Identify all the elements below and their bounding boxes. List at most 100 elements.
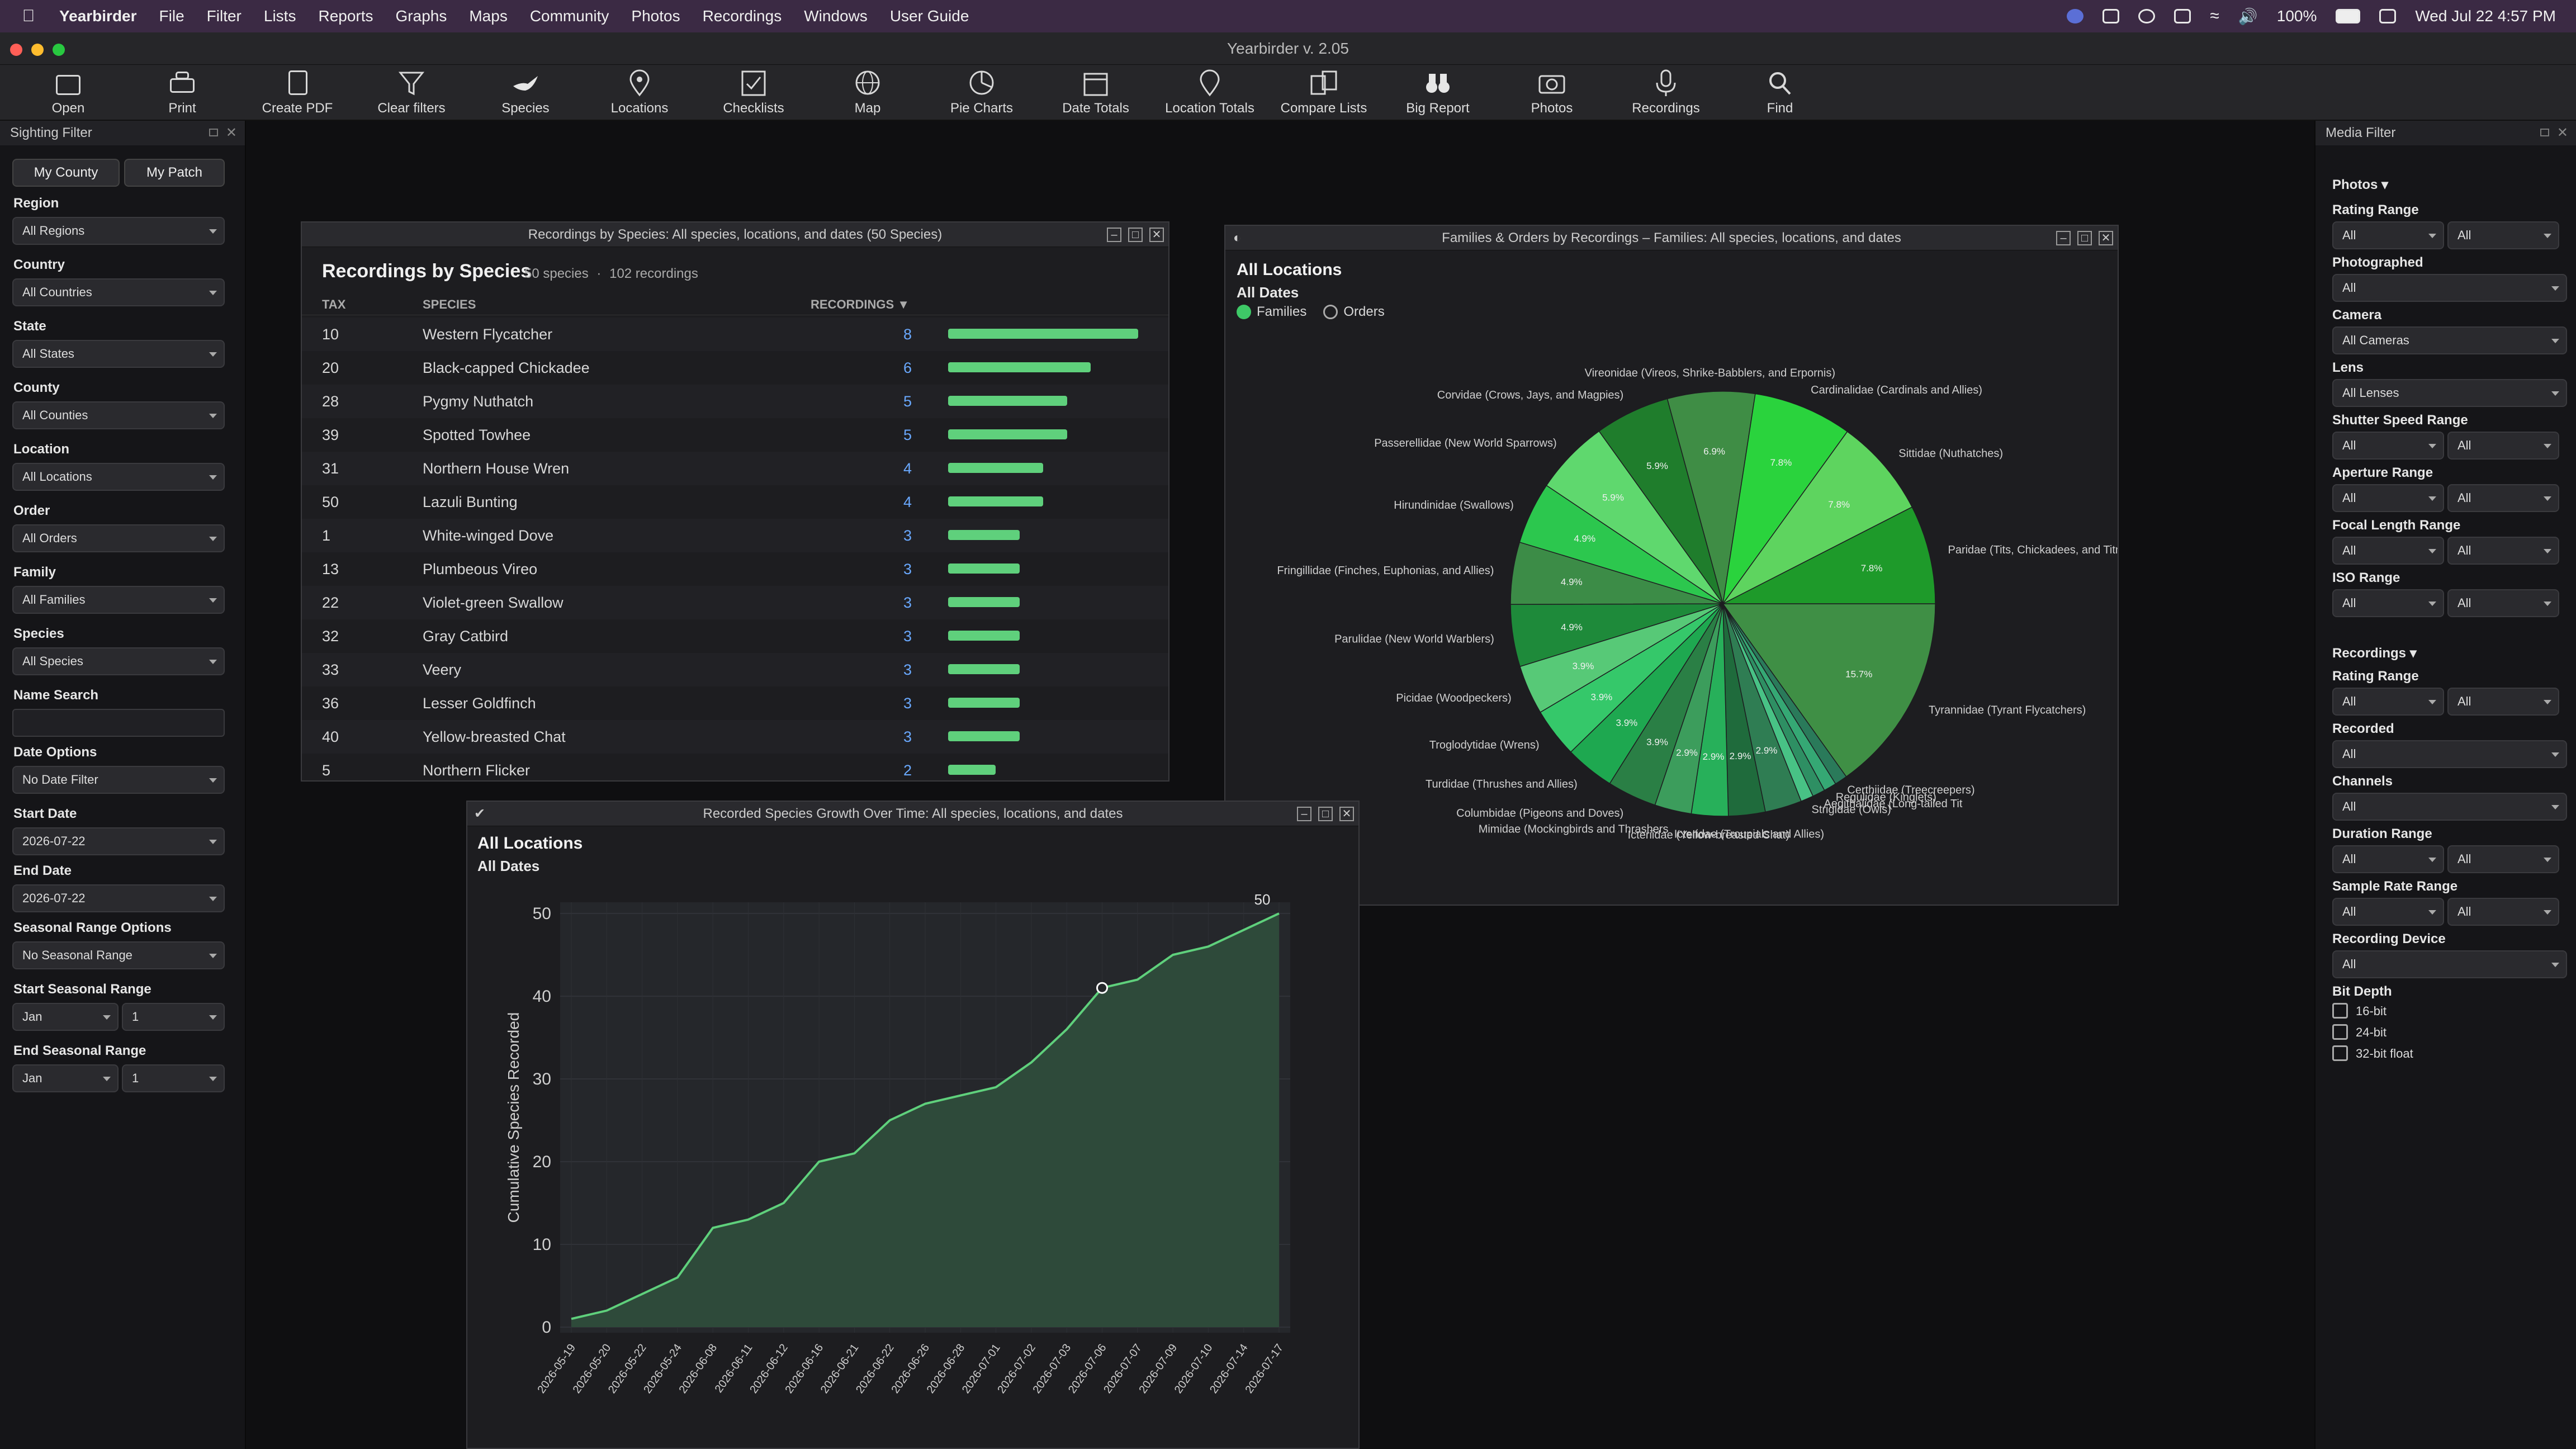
country-select[interactable]: All Countries [12, 278, 225, 306]
toolbar-species-button[interactable]: Species [470, 69, 581, 116]
photo-field-select-max[interactable]: All [2447, 589, 2559, 617]
row-recordings[interactable]: 5 [903, 393, 912, 410]
menu-photos[interactable]: Photos [631, 7, 680, 25]
minimize-icon[interactable]: – [1297, 807, 1311, 821]
maximize-icon[interactable]: □ [1318, 807, 1333, 821]
minimize-icon[interactable]: – [1107, 228, 1121, 242]
photo-field-select[interactable]: All [2332, 221, 2444, 249]
table-row[interactable]: 28 Pygmy Nuthatch 5 [302, 385, 1168, 418]
detach-panel-icon[interactable] [209, 129, 218, 136]
row-recordings[interactable]: 6 [903, 359, 912, 376]
toolbar-big-report-button[interactable]: Big Report [1382, 69, 1494, 116]
photo-field-select[interactable]: All [2332, 484, 2444, 512]
table-row[interactable]: 10 Western Flycatcher 8 [302, 318, 1168, 351]
region-select[interactable]: All Regions [12, 217, 225, 245]
minimize-icon[interactable]: – [2056, 231, 2071, 245]
menu-graphs[interactable]: Graphs [395, 7, 447, 25]
row-recordings[interactable]: 2 [903, 762, 912, 779]
menu-community[interactable]: Community [529, 7, 609, 25]
hover-point[interactable] [1096, 982, 1108, 994]
table-row[interactable]: 22 Violet-green Swallow 3 [302, 586, 1168, 619]
pie-slice[interactable] [1598, 398, 1723, 604]
menu-filter[interactable]: Filter [206, 7, 242, 25]
date-options-select[interactable]: No Date Filter [12, 766, 225, 794]
end-seasonal-month-select[interactable]: Jan [12, 1064, 119, 1092]
row-recordings[interactable]: 3 [903, 594, 912, 611]
pie-slice[interactable] [1722, 430, 1913, 604]
state-select[interactable]: All States [12, 340, 225, 368]
photo-field-select[interactable]: All [2332, 432, 2444, 460]
zoom-window-icon[interactable] [53, 44, 65, 56]
close-panel-icon[interactable]: ✕ [225, 125, 237, 140]
recording-field-select[interactable]: All [2332, 898, 2444, 926]
seasonal-range-select[interactable]: No Seasonal Range [12, 941, 225, 969]
recordings-section-toggle[interactable]: Recordings ▾ [2332, 646, 2417, 661]
photo-field-select-max[interactable]: All [2447, 537, 2559, 565]
name-search-input[interactable] [12, 709, 225, 737]
recording-field-select[interactable]: All [2332, 950, 2567, 978]
table-row[interactable]: 33 Veery 3 [302, 653, 1168, 686]
wifi-icon[interactable]: ≈ [2210, 7, 2219, 25]
menu-reports[interactable]: Reports [318, 7, 373, 25]
toolbar-locations-button[interactable]: Locations [584, 69, 695, 116]
family-select[interactable]: All Families [12, 586, 225, 614]
menu-app-name[interactable]: Yearbirder [59, 7, 137, 25]
toolbar-compare-lists-button[interactable]: Compare Lists [1268, 69, 1380, 116]
photo-field-select[interactable]: All [2332, 537, 2444, 565]
volume-icon[interactable]: 🔊 [2238, 7, 2258, 25]
my-county-button[interactable]: My County [12, 159, 120, 187]
menu-recordings[interactable]: Recordings [702, 7, 782, 25]
photos-section-toggle[interactable]: Photos ▾ [2332, 177, 2389, 192]
close-icon[interactable]: ✕ [2099, 231, 2113, 245]
photo-field-select-max[interactable]: All [2447, 221, 2559, 249]
toolbar-checklists-button[interactable]: Checklists [698, 69, 809, 116]
photo-field-select[interactable]: All Lenses [2332, 379, 2567, 407]
row-recordings[interactable]: 4 [903, 494, 912, 510]
col-tax[interactable]: TAX [322, 297, 346, 311]
row-recordings[interactable]: 5 [903, 427, 912, 443]
chart-options-icon[interactable]: ◐ [1233, 230, 1242, 245]
toolbar-create-pdf-button[interactable]: Create PDF [242, 69, 353, 116]
families-radio[interactable] [1237, 305, 1251, 319]
menu-maps[interactable]: Maps [469, 7, 508, 25]
recording-field-select-max[interactable]: All [2447, 845, 2559, 873]
table-row[interactable]: 50 Lazuli Bunting 4 [302, 485, 1168, 519]
detach-panel-icon[interactable] [2540, 129, 2549, 136]
col-species[interactable]: SPECIES [423, 297, 476, 311]
toolbar-clear-filters-button[interactable]: Clear filters [356, 69, 467, 116]
time-machine-icon[interactable] [2138, 9, 2156, 23]
recording-field-select[interactable]: All [2332, 845, 2444, 873]
table-row[interactable]: 5 Northern Flicker 2 [302, 754, 1168, 780]
recording-field-select-max[interactable]: All [2447, 898, 2559, 926]
pie-slice[interactable] [1722, 603, 1936, 778]
table-row[interactable]: 36 Lesser Goldfinch 3 [302, 686, 1168, 720]
menu-clock[interactable]: Wed Jul 22 4:57 PM [2415, 7, 2556, 25]
dropbox-icon[interactable] [2103, 9, 2120, 23]
close-panel-icon[interactable]: ✕ [2556, 125, 2568, 140]
bit-depth-checkbox[interactable] [2332, 1024, 2348, 1040]
photo-field-select-max[interactable]: All [2447, 432, 2559, 460]
location-select[interactable]: All Locations [12, 463, 225, 491]
control-center-icon[interactable] [2379, 9, 2397, 23]
photo-field-select[interactable]: All [2332, 274, 2567, 302]
end-date-picker[interactable]: 2026-07-22 [12, 884, 225, 912]
row-recordings[interactable]: 3 [903, 527, 912, 544]
table-row[interactable]: 32 Gray Catbird 3 [302, 619, 1168, 653]
pie-slice[interactable] [1722, 506, 1936, 604]
toolbar-open-button[interactable]: Open [12, 69, 124, 116]
recording-field-select[interactable]: All [2332, 740, 2567, 768]
table-row[interactable]: 40 Yellow-breasted Chat 3 [302, 720, 1168, 754]
orders-radio[interactable] [1323, 305, 1338, 319]
table-row[interactable]: 39 Spotted Towhee 5 [302, 418, 1168, 452]
row-recordings[interactable]: 3 [903, 661, 912, 678]
toolbar-map-button[interactable]: Map [812, 69, 924, 116]
close-window-icon[interactable] [10, 44, 22, 56]
table-row[interactable]: 1 White-winged Dove 3 [302, 519, 1168, 552]
county-select[interactable]: All Counties [12, 401, 225, 429]
photo-field-select[interactable]: All Cameras [2332, 326, 2567, 354]
menu-windows[interactable]: Windows [804, 7, 868, 25]
toolbar-find-button[interactable]: Find [1724, 69, 1836, 116]
display-icon[interactable] [2174, 9, 2191, 23]
table-row[interactable]: 13 Plumbeous Vireo 3 [302, 552, 1168, 586]
toolbar-print-button[interactable]: Print [126, 69, 238, 116]
